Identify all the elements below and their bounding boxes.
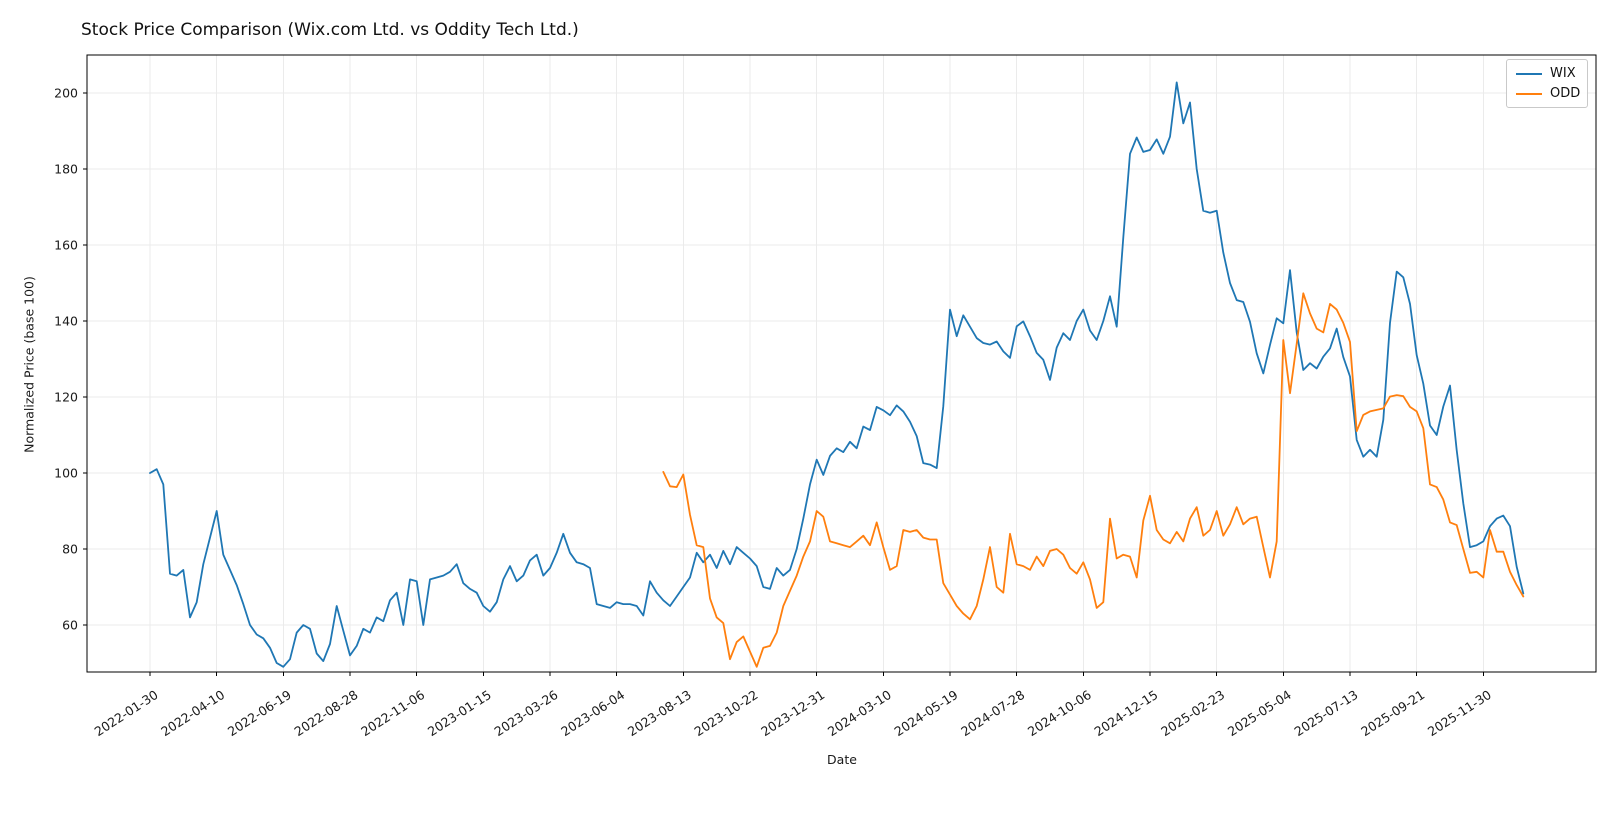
y-tick-label: 120 — [54, 390, 78, 405]
legend-item-odd: ODD — [1516, 86, 1581, 101]
y-tick-label: 80 — [62, 542, 78, 557]
legend-item-wix: WIX — [1516, 67, 1578, 80]
wix-line-swatch — [1516, 72, 1542, 75]
x-tick-label: 2023-10-22 — [692, 687, 761, 739]
y-tick-label: 100 — [54, 466, 78, 481]
x-tick-label: 2024-05-19 — [892, 687, 961, 739]
y-axis-title: Normalized Price (base 100) — [21, 276, 37, 453]
chart-title: Stock Price Comparison (Wix.com Ltd. vs … — [81, 20, 579, 40]
legend-label-wix: WIX — [1550, 66, 1576, 81]
y-tick-label: 140 — [54, 314, 78, 329]
x-axis-title: Date — [827, 752, 857, 767]
x-tick-label: 2023-12-31 — [758, 687, 827, 739]
legend: WIX ODD — [1506, 59, 1588, 108]
x-tick-label: 2025-07-13 — [1292, 687, 1361, 739]
x-tick-label: 2025-09-21 — [1358, 687, 1427, 739]
plot-frame — [86, 54, 1597, 673]
x-tick-label: 2024-07-28 — [958, 687, 1027, 739]
x-tick-label: 2025-05-04 — [1225, 687, 1294, 739]
x-tick-label: 2024-03-10 — [825, 687, 894, 739]
x-tick-label: 2023-01-15 — [425, 687, 494, 739]
x-tick-label: 2022-01-30 — [92, 687, 161, 739]
x-tick-label: 2022-08-28 — [292, 687, 361, 739]
x-tick-label: 2025-02-23 — [1158, 687, 1227, 739]
x-tick-label: 2025-11-30 — [1425, 687, 1494, 739]
x-tick-label: 2024-10-06 — [1025, 687, 1094, 739]
x-tick-label: 2023-06-04 — [558, 687, 627, 739]
series-line-odd — [662, 292, 1525, 668]
legend-label-odd: ODD — [1550, 86, 1581, 101]
x-tick-label: 2024-12-15 — [1092, 687, 1161, 739]
y-tick-label: 200 — [54, 86, 78, 101]
x-tick-label: 2022-11-06 — [358, 687, 427, 739]
x-tick-label: 2023-08-13 — [625, 687, 694, 739]
y-tick-label: 160 — [54, 238, 78, 253]
x-tick-label: 2022-04-10 — [158, 687, 227, 739]
x-tick-label: 2023-03-26 — [492, 687, 561, 739]
x-tick-label: 2022-06-19 — [225, 687, 294, 739]
y-tick-label: 60 — [62, 618, 78, 633]
series-line-wix — [149, 81, 1525, 668]
y-tick-label: 180 — [54, 162, 78, 177]
odd-line-swatch — [1516, 92, 1542, 95]
